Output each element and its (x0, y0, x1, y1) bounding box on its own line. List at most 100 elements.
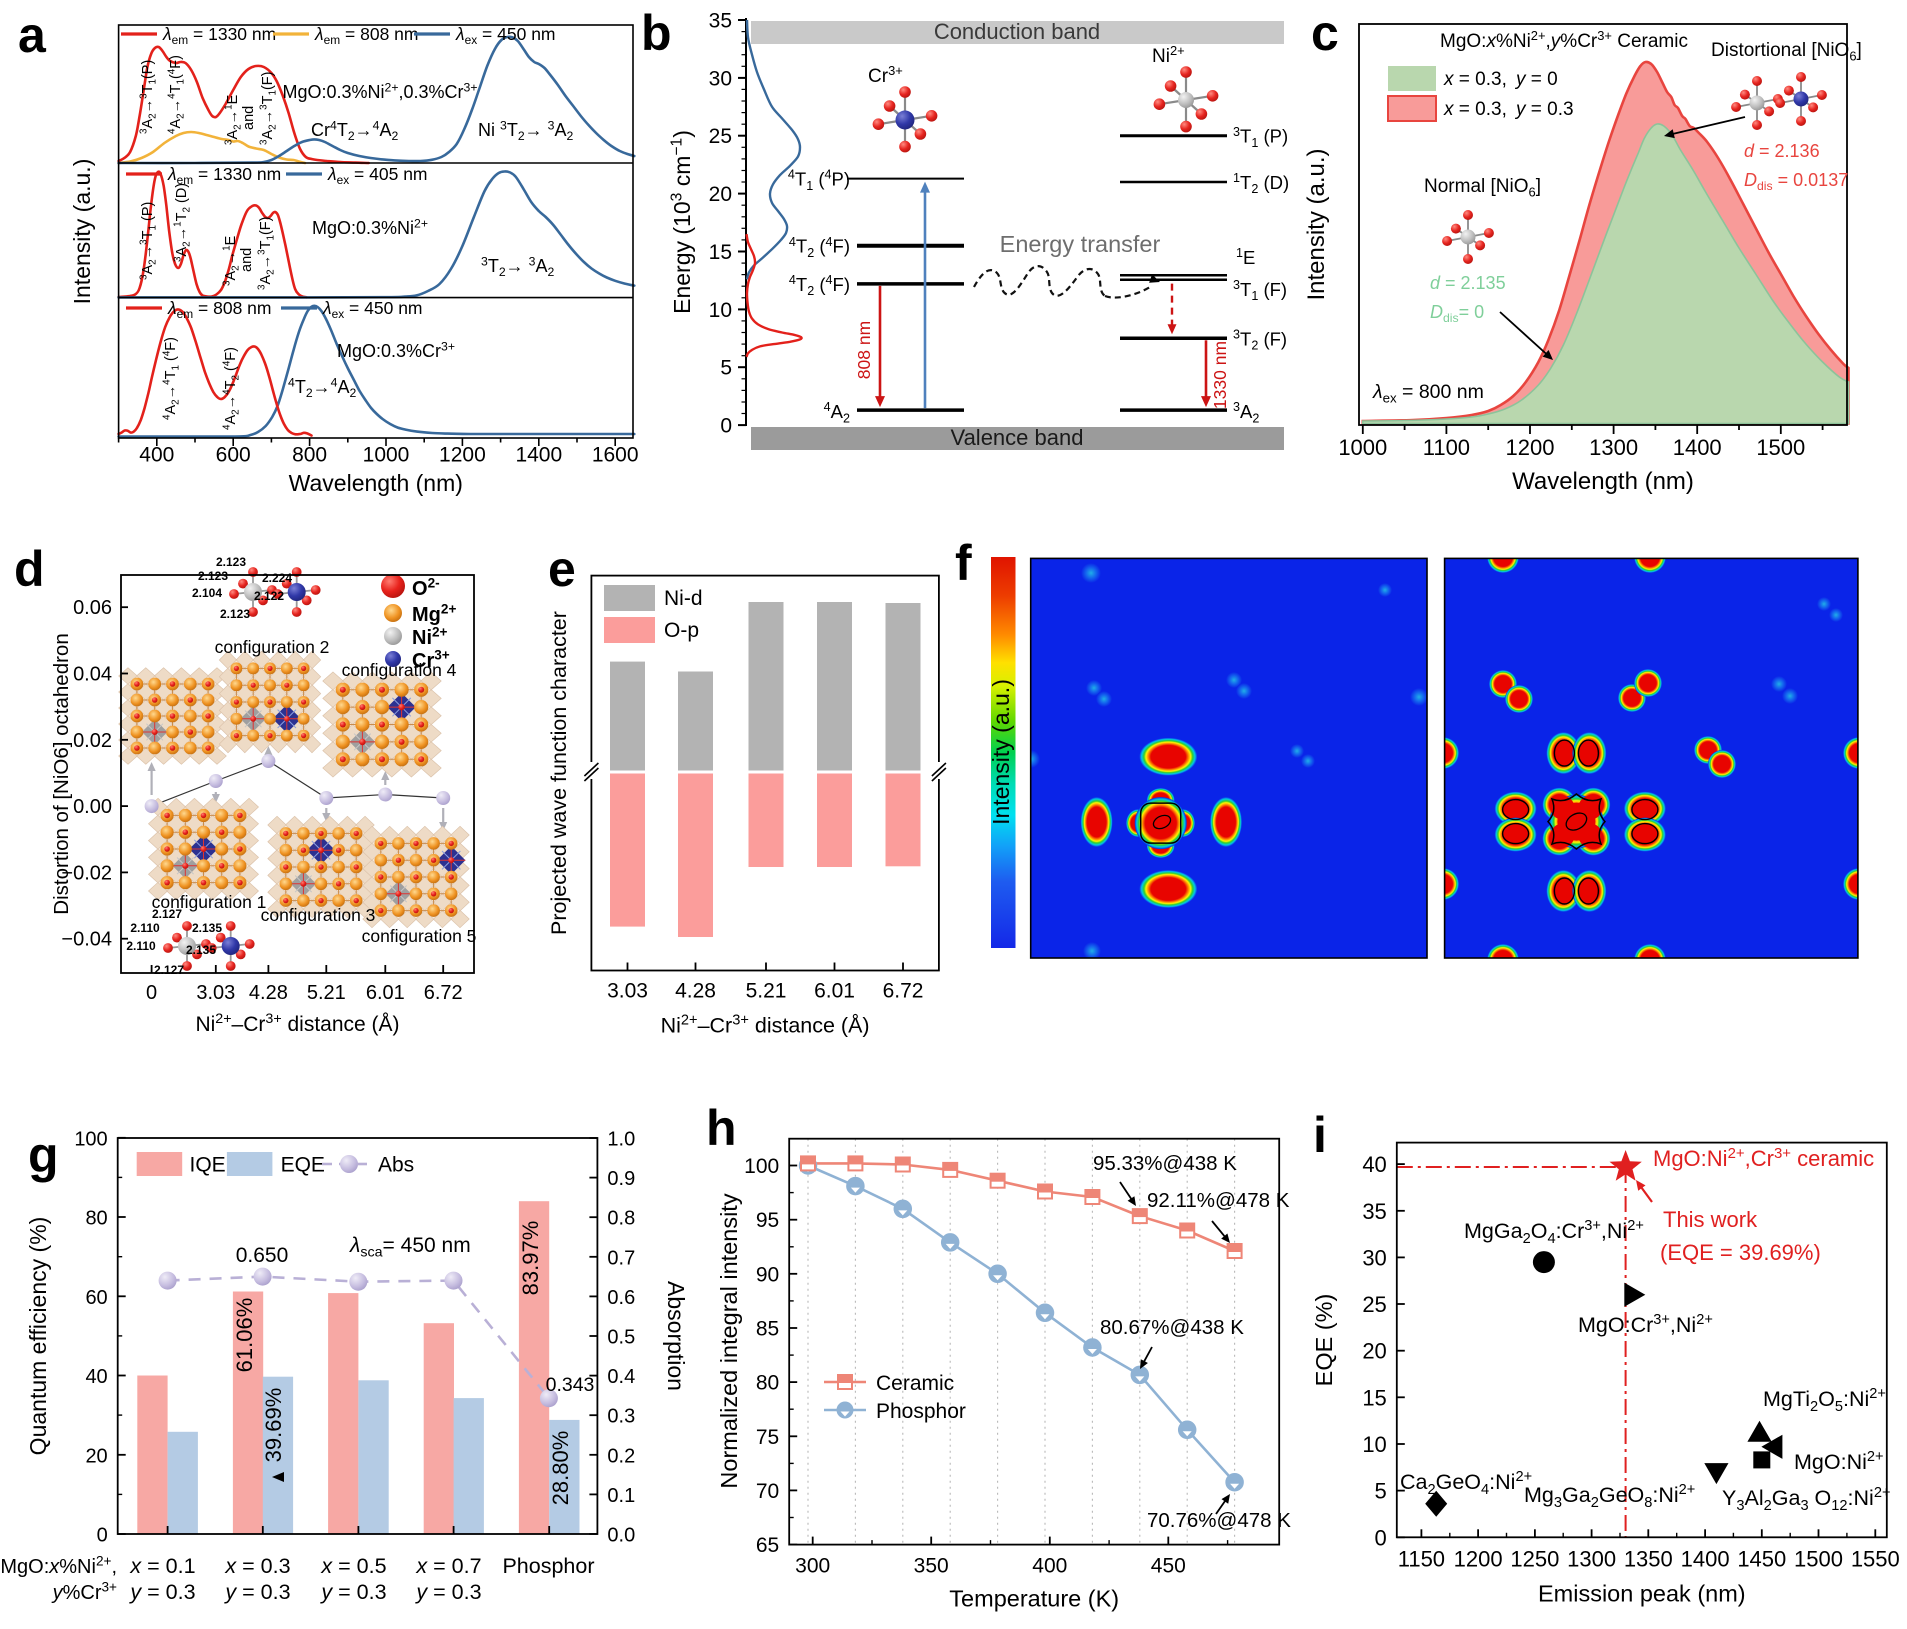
svg-text:0.7: 0.7 (607, 1247, 635, 1269)
svg-text:Ddis​ = 0.0137: Ddis​ = 0.0137 (1744, 170, 1848, 193)
svg-text:30: 30 (1362, 1245, 1386, 1270)
svg-text:0.4: 0.4 (607, 1366, 635, 1388)
svg-text:61.06%: 61.06% (232, 1298, 257, 1373)
svg-text:−0.02: −0.02 (61, 862, 112, 884)
svg-text:Intensity (a.u.): Intensity (a.u.) (1303, 148, 1330, 300)
svg-text:a: a (18, 7, 47, 63)
svg-text:i: i (1313, 1107, 1327, 1163)
svg-text:MgO:Cr3+​,Ni2+​: MgO:Cr3+​,Ni2+​ (1578, 1312, 1713, 1337)
svg-text:1300: 1300 (1567, 1546, 1616, 1571)
svg-text:Normalized integral intensity: Normalized integral intensity (716, 1193, 742, 1488)
svg-text:10: 10 (1362, 1432, 1386, 1457)
svg-text:c: c (1311, 5, 1339, 61)
svg-text:35: 35 (709, 10, 732, 33)
svg-text:λex​ = 800 nm: λex​ = 800 nm (1372, 381, 1484, 405)
svg-text:O2-​: O2-​ (412, 576, 440, 600)
svg-text:configuration 4: configuration 4 (342, 660, 457, 680)
svg-text:Ni2+​–Cr3+​ distance (Å): Ni2+​–Cr3+​ distance (Å) (661, 1012, 870, 1037)
svg-text:x = 0.1: x = 0.1 (129, 1554, 195, 1578)
svg-text:350: 350 (914, 1555, 949, 1578)
svg-text:100: 100 (74, 1128, 107, 1150)
svg-text:Ca2​GeO4​:Ni2+​: Ca2​GeO4​:Ni2+​ (1400, 1469, 1532, 1498)
svg-text:1100: 1100 (1423, 435, 1470, 460)
svg-text:0: 0 (97, 1525, 108, 1547)
svg-text:Ni2+​: Ni2+​ (412, 625, 448, 649)
svg-text:y = 0.3: y = 0.3 (223, 1580, 290, 1604)
svg-text:d: d (14, 541, 45, 597)
svg-text:Abs: Abs (378, 1154, 414, 1177)
svg-text:Intensity (a.u.): Intensity (a.u.) (69, 159, 95, 305)
svg-text:83.97%: 83.97% (518, 1221, 543, 1296)
svg-text:65: 65 (756, 1534, 779, 1557)
svg-text:0.9: 0.9 (607, 1168, 635, 1190)
svg-text:40: 40 (1362, 1152, 1386, 1177)
svg-text:10: 10 (709, 299, 732, 322)
svg-text:Mg3​Ga2​GeO8​:Ni2+​: Mg3​Ga2​GeO8​:Ni2+​ (1524, 1482, 1695, 1511)
svg-text:Ni2+​: Ni2+​ (1152, 43, 1185, 67)
svg-text:λem​ = 1330 nm: λem​ = 1330 nm (167, 164, 281, 187)
svg-text:4​T1​ (4​P): 4​T1​ (4​P) (788, 168, 850, 193)
svg-text:MgGa2​O4​:Cr3+​,Ni2+​: MgGa2​O4​:Cr3+​,Ni2+​ (1464, 1218, 1644, 1247)
svg-text:0.343: 0.343 (546, 1374, 595, 1396)
svg-text:(EQE = 39.69%): (EQE = 39.69%) (1660, 1240, 1821, 1265)
svg-text:35: 35 (1362, 1199, 1386, 1224)
svg-text:2.224: 2.224 (262, 571, 292, 585)
svg-text:5.21: 5.21 (307, 982, 346, 1004)
svg-text:x = 0.7: x = 0.7 (415, 1554, 481, 1578)
svg-text:0.04: 0.04 (73, 664, 112, 686)
svg-text:MgO:x%Ni2+​,y%Cr3+​ Ceramic: MgO:x%Ni2+​,y%Cr3+​ Ceramic (1440, 28, 1688, 52)
svg-text:80.67%@438 K: 80.67%@438 K (1100, 1316, 1244, 1339)
svg-text:f: f (955, 535, 972, 591)
svg-text:λex​ = 450 nm: λex​ = 450 nm (322, 298, 423, 321)
svg-text:y = 0.3: y = 0.3 (319, 1580, 386, 1604)
svg-text:1400: 1400 (1673, 435, 1722, 460)
svg-text:EQE: EQE (281, 1154, 325, 1177)
svg-text:92.11%@478 K: 92.11%@478 K (1147, 1189, 1290, 1212)
svg-text:450: 450 (1151, 1555, 1186, 1578)
svg-text:Phosphor: Phosphor (502, 1554, 594, 1578)
svg-text:6.72: 6.72 (883, 980, 924, 1003)
svg-text:Phosphor: Phosphor (876, 1400, 966, 1423)
svg-text:MgO:0.3%Ni2+​: MgO:0.3%Ni2+​ (312, 216, 428, 238)
svg-text:2.123: 2.123 (216, 555, 246, 569)
svg-text:40: 40 (85, 1366, 107, 1388)
svg-text:O-p: O-p (664, 619, 699, 642)
svg-text:Distortion of [NiO6] octahedro: Distortion of [NiO6] octahedron (50, 633, 73, 914)
svg-text:4​A2​→4​T1​(4​F): 4​A2​→4​T1​(4​F) (167, 55, 187, 134)
svg-text:1000: 1000 (1338, 435, 1387, 460)
svg-text:600: 600 (216, 444, 251, 467)
svg-text:3​A2​→3​T1​ (P): 3​A2​→3​T1​ (P) (139, 202, 159, 280)
svg-text:x = 0.3: x = 0.3 (224, 1554, 290, 1578)
svg-text:2.104: 2.104 (192, 586, 222, 600)
svg-text:0: 0 (720, 415, 732, 438)
svg-text:1​T2​ (D): 1​T2​ (D) (1233, 171, 1289, 196)
svg-text:λem​ = 808 nm: λem​ = 808 nm (314, 24, 418, 47)
svg-text:808 nm: 808 nm (854, 321, 874, 379)
svg-text:4​T2​ (4​F): 4​T2​ (4​F) (789, 273, 850, 298)
svg-text:4​A2​: 4​A2​ (824, 400, 850, 425)
svg-text:Cr4​T2​→4​A2​: Cr4​T2​→4​A2​ (311, 118, 398, 143)
svg-text:1300: 1300 (1589, 435, 1638, 460)
svg-text:1330 nm: 1330 nm (1210, 341, 1230, 409)
svg-text:−0.04: −0.04 (61, 929, 112, 951)
svg-text:70.76%@478 K: 70.76%@478 K (1147, 1509, 1291, 1532)
svg-text:Normal [NiO6​]: Normal [NiO6​] (1424, 176, 1541, 199)
svg-text:95: 95 (756, 1209, 779, 1232)
svg-text:3.03: 3.03 (196, 982, 235, 1004)
svg-text:0: 0 (1375, 1525, 1387, 1550)
svg-text:20: 20 (85, 1445, 107, 1467)
svg-text:λex​ = 450 nm: λex​ = 450 nm (455, 24, 556, 47)
svg-text:Ni 3​T2​→ 3​A2​: Ni 3​T2​→ 3​A2​ (478, 118, 573, 143)
svg-text:60: 60 (85, 1287, 107, 1309)
svg-text:d = 2.135: d = 2.135 (1430, 273, 1506, 293)
svg-text:Cr3+​: Cr3+​ (868, 63, 903, 87)
svg-text:0.5: 0.5 (607, 1327, 635, 1349)
svg-text:0.3: 0.3 (607, 1406, 635, 1428)
svg-text:25: 25 (1362, 1292, 1386, 1317)
svg-text:y = 0.3: y = 0.3 (128, 1580, 195, 1604)
svg-text:3​A2​→1​T2​ (D): 3​A2​→1​T2​ (D) (173, 183, 193, 262)
svg-text:b: b (641, 5, 672, 61)
svg-text:d = 2.136: d = 2.136 (1744, 141, 1820, 161)
svg-text:2.110: 2.110 (130, 921, 160, 935)
svg-text:2.110: 2.110 (126, 939, 156, 953)
